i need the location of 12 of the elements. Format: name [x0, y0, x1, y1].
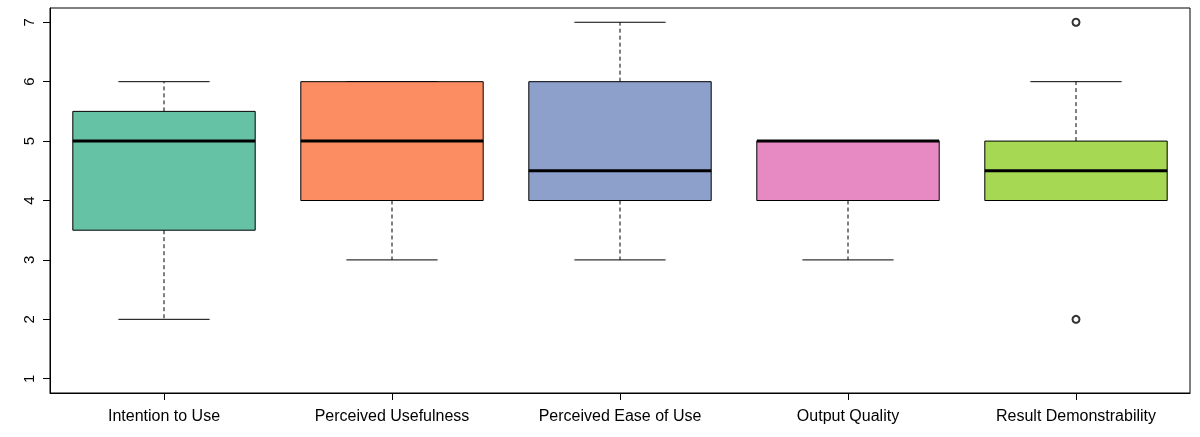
x-tick-label: Perceived Usefulness	[314, 406, 470, 424]
x-tick-label: Perceived Ease of Use	[538, 406, 702, 424]
y-tick-label: 5	[20, 136, 37, 146]
x-tick-label: Output Quality	[796, 406, 900, 424]
y-tick-label: 2	[20, 315, 37, 324]
y-tick-label: 7	[20, 18, 37, 27]
x-tick-label: Result Demonstrability	[995, 406, 1157, 424]
y-tick-label: 3	[20, 255, 37, 265]
y-tick-label: 6	[20, 77, 37, 86]
y-tick-label: 4	[20, 196, 37, 205]
x-tick-label: Intention to Use	[107, 406, 221, 424]
y-tick-label: 1	[20, 374, 37, 383]
